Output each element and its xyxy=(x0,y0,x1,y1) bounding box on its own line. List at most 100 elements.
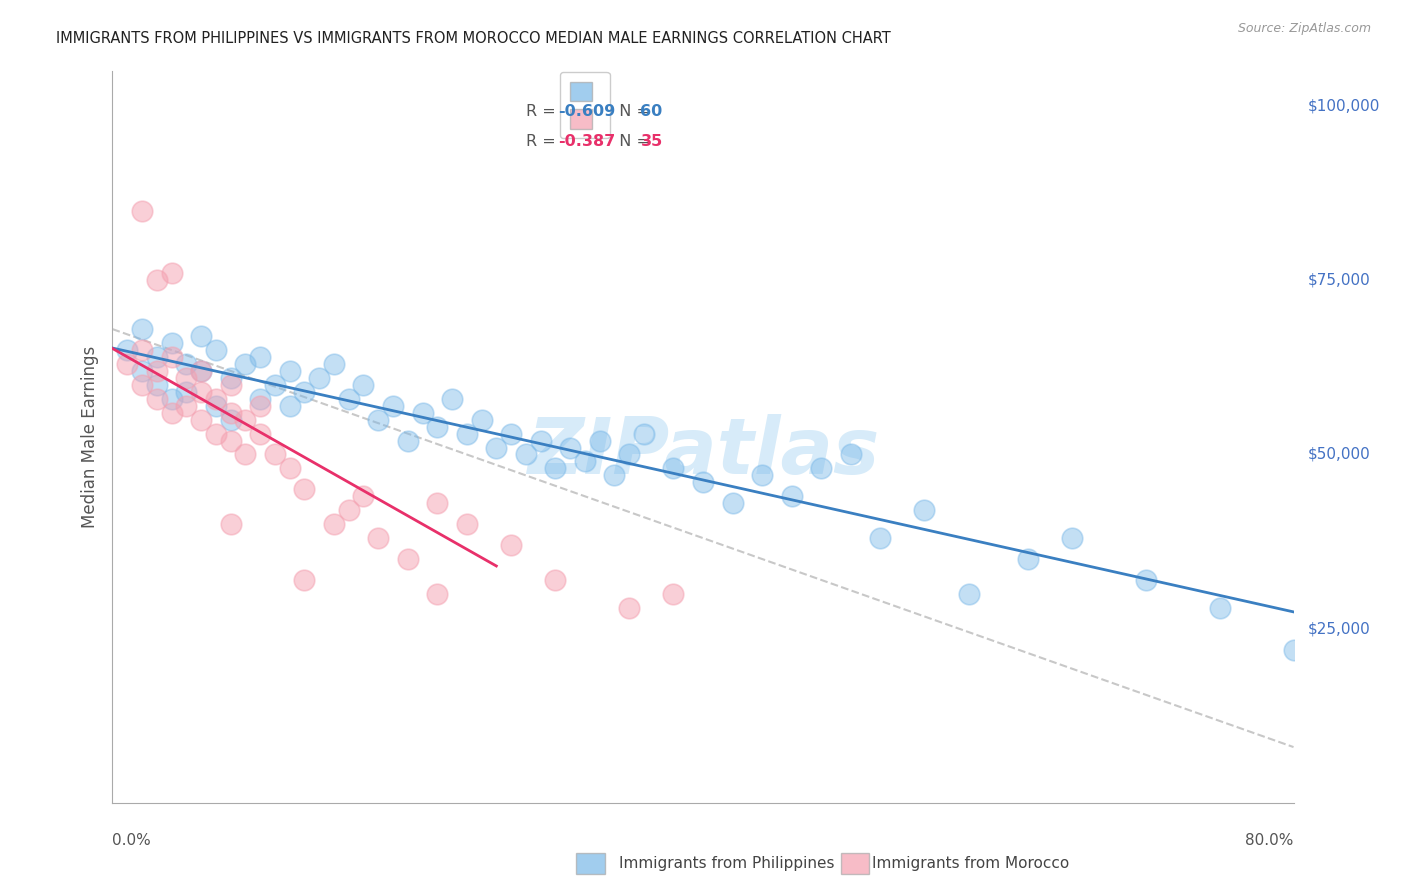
Point xyxy=(1208,600,1232,615)
Point xyxy=(233,448,256,462)
Point xyxy=(780,489,803,503)
Point xyxy=(249,399,271,413)
Point xyxy=(396,552,419,566)
Point xyxy=(174,357,197,371)
Point xyxy=(337,392,360,406)
Point xyxy=(131,203,153,218)
Point xyxy=(160,336,183,351)
Point xyxy=(146,364,169,378)
Point xyxy=(131,364,153,378)
Point xyxy=(544,573,567,587)
Point xyxy=(633,426,655,441)
Point xyxy=(278,461,301,475)
Point xyxy=(205,392,228,406)
Text: R =: R = xyxy=(526,134,561,149)
Point xyxy=(692,475,714,490)
Point xyxy=(558,441,582,455)
Point xyxy=(278,399,301,413)
Text: Immigrants from Morocco: Immigrants from Morocco xyxy=(872,856,1069,871)
Point xyxy=(160,406,183,420)
Point xyxy=(619,448,641,462)
Text: R =: R = xyxy=(526,104,561,120)
Point xyxy=(426,419,449,434)
Point xyxy=(190,364,212,378)
Point xyxy=(205,426,228,441)
Point xyxy=(382,399,405,413)
Point xyxy=(529,434,551,448)
Point xyxy=(117,357,138,371)
Point xyxy=(146,350,169,364)
Point xyxy=(292,384,315,399)
Point xyxy=(190,412,212,426)
Point xyxy=(249,426,271,441)
Point xyxy=(131,343,153,357)
Point xyxy=(1135,573,1157,587)
Point xyxy=(515,448,537,462)
Point xyxy=(957,587,980,601)
Point xyxy=(131,377,153,392)
Point xyxy=(219,371,242,385)
Point xyxy=(1062,531,1084,545)
Point xyxy=(662,461,685,475)
Point xyxy=(603,468,626,483)
Point xyxy=(292,483,315,497)
Point xyxy=(190,364,212,378)
Text: $100,000: $100,000 xyxy=(1308,99,1379,113)
Point xyxy=(914,503,936,517)
Point xyxy=(323,517,346,532)
Point xyxy=(501,538,523,552)
Point xyxy=(574,454,596,468)
Text: IMMIGRANTS FROM PHILIPPINES VS IMMIGRANTS FROM MOROCCO MEDIAN MALE EARNINGS CORR: IMMIGRANTS FROM PHILIPPINES VS IMMIGRANT… xyxy=(56,31,891,46)
Point xyxy=(485,441,508,455)
Point xyxy=(411,406,433,420)
Point xyxy=(308,371,330,385)
Text: N =: N = xyxy=(609,104,655,120)
Point xyxy=(367,412,389,426)
Point xyxy=(160,392,183,406)
Point xyxy=(205,399,228,413)
Point xyxy=(219,377,242,392)
Point xyxy=(456,517,478,532)
Point xyxy=(249,350,271,364)
Point xyxy=(190,329,212,343)
Text: -0.387: -0.387 xyxy=(558,134,614,149)
Point xyxy=(264,448,287,462)
Point xyxy=(441,392,464,406)
Text: $25,000: $25,000 xyxy=(1308,621,1371,636)
Point xyxy=(426,496,449,510)
Text: 80.0%: 80.0% xyxy=(1246,833,1294,848)
Point xyxy=(174,384,197,399)
Point xyxy=(396,434,419,448)
Text: 60: 60 xyxy=(640,104,662,120)
Point xyxy=(367,531,389,545)
Legend: , : , xyxy=(560,72,610,138)
Point xyxy=(219,517,242,532)
Point xyxy=(219,412,242,426)
Text: ZIPatlas: ZIPatlas xyxy=(527,414,879,490)
Point xyxy=(662,587,685,601)
Y-axis label: Median Male Earnings: Median Male Earnings xyxy=(80,346,98,528)
Point xyxy=(470,412,494,426)
Text: -0.609: -0.609 xyxy=(558,104,614,120)
Point xyxy=(233,412,256,426)
Point xyxy=(721,496,744,510)
Point xyxy=(323,357,346,371)
Point xyxy=(174,371,197,385)
Point xyxy=(219,434,242,448)
Text: Source: ZipAtlas.com: Source: ZipAtlas.com xyxy=(1237,22,1371,36)
Point xyxy=(869,531,891,545)
Point xyxy=(588,434,610,448)
Point xyxy=(233,357,256,371)
Point xyxy=(1017,552,1039,566)
Point xyxy=(174,399,197,413)
Point xyxy=(117,343,138,357)
Point xyxy=(751,468,773,483)
Text: 0.0%: 0.0% xyxy=(112,833,152,848)
Text: Immigrants from Philippines: Immigrants from Philippines xyxy=(619,856,834,871)
Point xyxy=(619,600,641,615)
Point xyxy=(456,426,478,441)
Point xyxy=(292,573,315,587)
Point xyxy=(160,350,183,364)
Point xyxy=(544,461,567,475)
Text: N =: N = xyxy=(609,134,655,149)
